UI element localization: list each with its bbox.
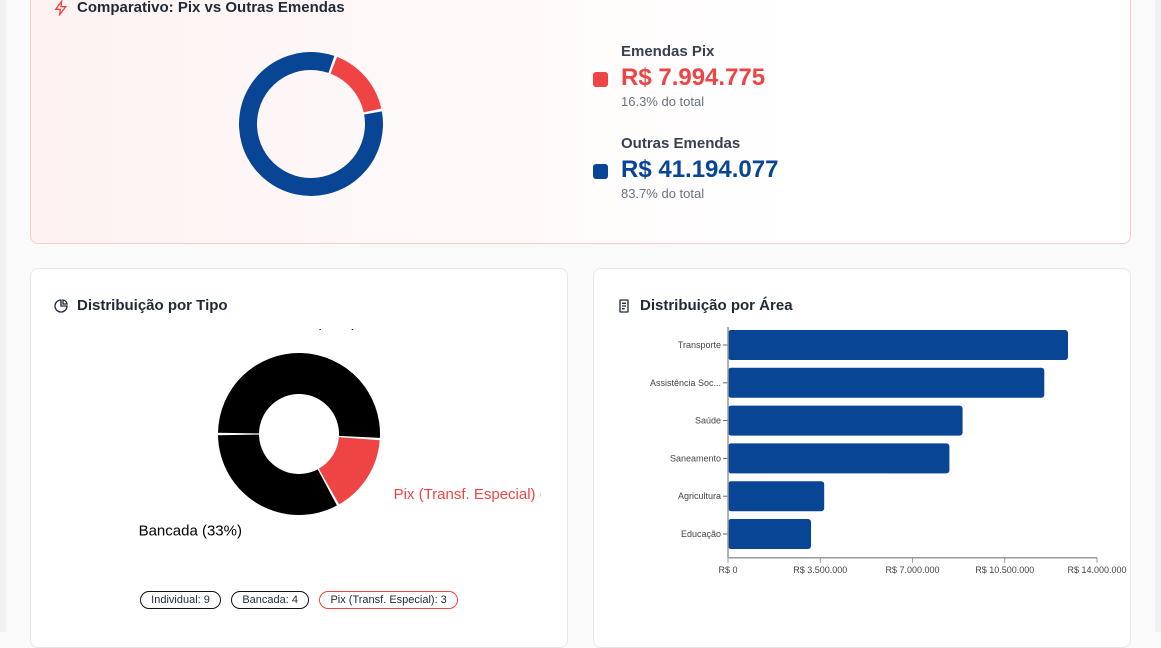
page-edge-left: [0, 0, 6, 632]
badge-individual: Individual: 9: [140, 591, 221, 609]
area-bar-chart: Transporte Assistência Soc... Saúde Saneame…: [650, 327, 1127, 575]
pix-label: Emendas Pix: [621, 43, 715, 60]
y-tick-label: Saneamento: [670, 453, 721, 463]
bar: [728, 481, 825, 512]
x-tick-label: R$ 7.000.000: [885, 565, 939, 575]
badge-pix: Pix (Transf. Especial): 3: [319, 591, 458, 609]
x-tick-label: R$ 10.500.000: [975, 565, 1034, 575]
y-tick-label: Transporte: [678, 340, 721, 350]
bar: [728, 330, 1069, 360]
pix-value: R$ 7.994.775: [621, 64, 766, 91]
slice-bancada: [218, 434, 337, 515]
type-donut: Individual (51%) Pix (Transf. Especial) (…: [139, 329, 541, 539]
pix-slice: [330, 56, 382, 113]
lightning-icon: [54, 0, 67, 16]
area-title: Distribuição por Área: [616, 297, 793, 314]
type-chart-clip: Individual (51%) Pix (Transf. Especial) (…: [31, 329, 541, 549]
slice-bancada-label: Bancada (33%): [139, 522, 242, 539]
other-swatch: [593, 164, 608, 179]
badge-bancada: Bancada: 4: [231, 591, 309, 609]
comparison-title: Comparativo: Pix vs Outras Emendas: [53, 0, 345, 16]
type-title: Distribuição por Tipo: [53, 297, 228, 314]
legend-pix: Emendas Pix R$ 7.994.775 16.3% do total: [593, 43, 766, 109]
y-tick-label: Assistência Soc...: [650, 378, 721, 388]
slice-individual-label: Individual (51%): [249, 329, 357, 331]
document-icon: [619, 298, 629, 313]
pix-swatch: [593, 72, 608, 87]
type-badges: Individual: 9 Bancada: 4 Pix (Transf. Es…: [31, 590, 567, 609]
legend-other: Outras Emendas R$ 41.194.077 83.7% do to…: [593, 135, 779, 201]
slice-pix-label: Pix (Transf. Especial) (16%): [394, 486, 541, 503]
pie-chart-icon: [54, 298, 68, 313]
slice-pix: [318, 437, 380, 505]
y-tick-label: Agricultura: [678, 491, 721, 501]
x-tick-label: R$ 3.500.000: [793, 565, 847, 575]
other-percent: 83.7% do total: [621, 186, 705, 201]
bar: [728, 367, 1045, 398]
slice-individual: [218, 352, 381, 438]
x-tick-label: R$ 14.000.000: [1067, 565, 1126, 575]
other-label: Outras Emendas: [621, 135, 741, 152]
y-tick-label: Saúde: [695, 416, 721, 426]
comparison-donut: [239, 51, 383, 197]
x-tick-label: R$ 0: [718, 565, 737, 575]
type-card: Distribuição por Tipo Individual (51%) Pi…: [30, 268, 568, 648]
comparison-card: Comparativo: Pix vs Outras Emendas Emend…: [30, 0, 1131, 244]
y-tick-label: Educação: [681, 529, 721, 539]
area-card: Distribuição por Área Transporte Assistên…: [593, 268, 1131, 648]
page-edge-right: [1155, 0, 1161, 632]
bar: [728, 519, 812, 549]
other-value: R$ 41.194.077: [621, 156, 779, 183]
pix-percent: 16.3% do total: [621, 94, 705, 109]
bar: [728, 443, 950, 474]
bar: [728, 405, 963, 436]
